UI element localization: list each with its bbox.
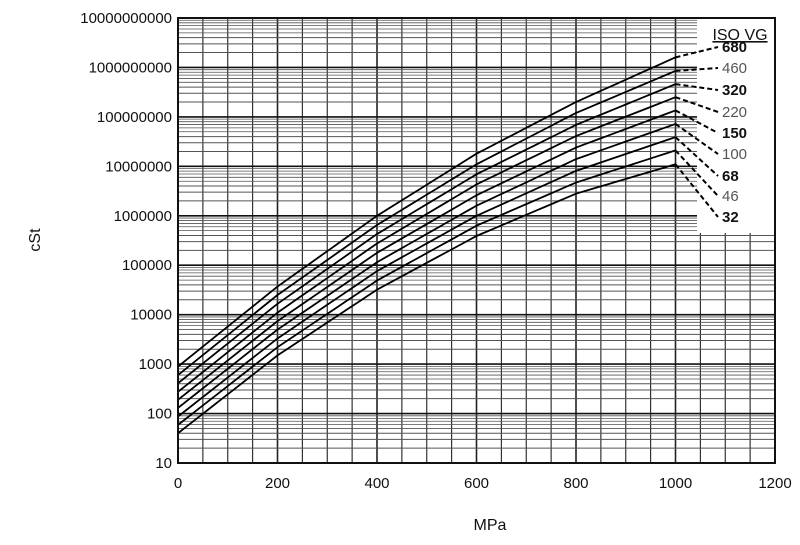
legend-title: ISO VG [712,27,767,44]
y-tick-label: 100000000 [97,109,172,126]
y-tick-labels: 10 100 1000 10000 100000 1000000 10000000 10000… [80,10,172,472]
y-tick-label: 10000000000 [80,10,172,27]
series-line-220 [177,96,676,393]
leader-46 [674,149,719,197]
y-axis-label: cSt [27,228,44,252]
leader-100 [674,123,719,155]
legend-entry-32: 32 [722,209,739,226]
series-line-460 [177,70,676,376]
x-tick-label: 0 [174,475,182,492]
x-tick-label: 600 [464,475,489,492]
leader-32 [674,163,719,218]
series-line-68 [177,136,676,418]
series-line-32 [177,163,676,434]
legend-entry-220: 220 [722,104,747,121]
leader-460 [675,67,719,72]
series-line-320 [177,83,676,384]
y-tick-label: 10000000 [105,158,172,175]
x-tick-label: 200 [265,475,290,492]
legend-leaders [674,46,719,218]
leader-68 [674,136,719,177]
plot-frame [177,17,776,464]
x-tick-labels: 0 200 400 600 800 1000 1200 [174,475,792,492]
series-line-100 [177,123,676,409]
x-axis-label: MPa [474,517,507,534]
x-tick-label: 800 [563,475,588,492]
legend-entry-460: 460 [722,60,747,77]
legend-entry-68: 68 [722,168,739,185]
legend-entry-100: 100 [722,146,747,163]
legend-box [697,18,777,233]
series-line-680 [177,56,676,368]
y-tick-label: 100000 [122,257,172,274]
y-tick-label: 1000 [139,356,172,373]
legend-entry-320: 320 [722,82,747,99]
legend-entry-46: 46 [722,188,739,205]
leader-320 [675,83,719,91]
x-tick-label: 1000 [659,475,692,492]
series-line-150 [177,109,676,401]
legend: ISO VG 680 460 320 220 150 100 68 46 32 [712,27,767,226]
legend-entry-150: 150 [722,125,747,142]
y-tick-label: 1000000 [114,208,172,225]
leader-680 [675,46,719,59]
x-tick-label: 1200 [758,475,791,492]
y-tick-label: 1000000000 [89,59,172,76]
x-tick-label: 400 [364,475,389,492]
y-tick-label: 10000 [130,307,172,324]
legend-entry-680: 680 [722,39,747,56]
y-tick-label: 10 [155,455,172,472]
grid [177,18,776,464]
leader-150 [675,109,719,134]
curves [177,56,676,434]
series-line-46 [177,149,676,426]
y-tick-label: 100 [147,406,172,423]
